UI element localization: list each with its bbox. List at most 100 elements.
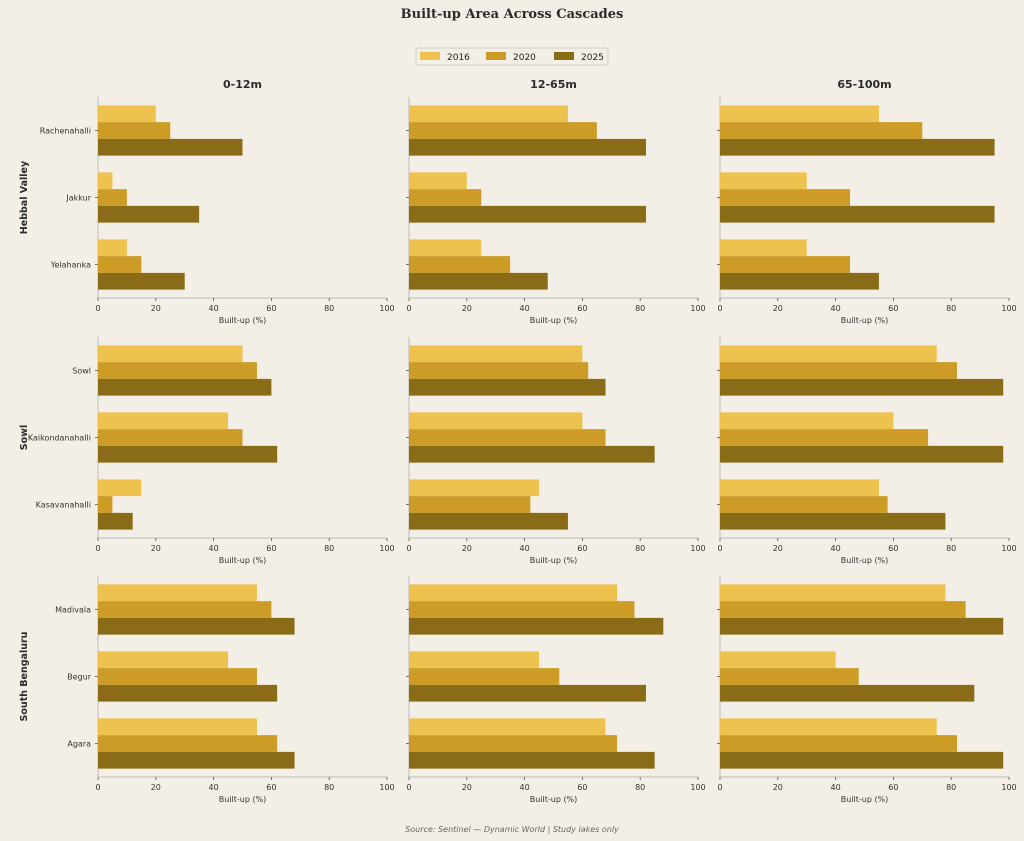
bar-rachenahalli-2025	[98, 138, 243, 156]
x-tick-label: 20	[151, 544, 161, 553]
category-label-kaikondanahalli: Kaikondanahalli	[28, 434, 91, 443]
x-axis-label: Built-up (%)	[530, 556, 578, 565]
x-tick-label: 20	[462, 544, 472, 553]
x-tick-label: 60	[577, 544, 587, 553]
x-tick-label: 40	[831, 544, 841, 553]
x-tick-label: 20	[462, 304, 472, 313]
x-tick-label: 100	[379, 544, 394, 553]
bar-kaikondanahalli-2016	[720, 412, 894, 430]
bar-kaikondanahalli-2020	[98, 429, 243, 446]
bar-rachenahalli-2025	[720, 138, 995, 156]
bar-jakkur-2020	[98, 189, 127, 206]
x-tick-label: 60	[577, 304, 587, 313]
x-tick-label: 60	[888, 544, 898, 553]
legend-label-2025: 2025	[581, 53, 604, 63]
bar-agara-2025	[409, 751, 655, 769]
x-tick-label: 0	[717, 783, 722, 792]
chart-title: Built-up Area Across Cascades	[401, 7, 624, 22]
panel-hebbal-valley-0-12m: 0-12m 0 20 40 60 80 100 Built-up (%) Rachenahall…	[40, 78, 395, 325]
x-tick-label: 100	[1001, 304, 1016, 313]
x-axis-label: Built-up (%)	[530, 316, 578, 325]
x-tick-label: 80	[946, 783, 956, 792]
category-label-begur: Begur	[67, 673, 92, 682]
x-tick-label: 100	[690, 304, 705, 313]
bar-rachenahalli-2016	[409, 105, 568, 123]
panel-sowl-65-100m: 0 20 40 60 80 100 Built-up (%)	[717, 337, 1017, 565]
bar-madivala-2020	[720, 601, 966, 618]
bar-kasavanahalli-2020	[98, 496, 113, 513]
x-tick-label: 100	[690, 544, 705, 553]
bar-rachenahalli-2025	[409, 138, 646, 156]
bar-jakkur-2020	[409, 189, 482, 206]
x-tick-label: 80	[324, 304, 334, 313]
x-tick-label: 0	[406, 544, 411, 553]
bar-yelahanka-2025	[409, 272, 548, 290]
legend-swatch-2016	[420, 52, 440, 60]
bar-sowl-2016	[720, 345, 937, 363]
bar-begur-2016	[720, 651, 836, 669]
panel-sowl-12-65m: 0 20 40 60 80 100 Built-up (%)	[406, 337, 706, 565]
x-axis-label: Built-up (%)	[841, 316, 889, 325]
bar-madivala-2020	[409, 601, 635, 618]
panel-title-65-100m: 65-100m	[837, 78, 891, 91]
bar-agara-2016	[720, 718, 937, 736]
bar-kaikondanahalli-2025	[98, 445, 278, 463]
bar-madivala-2025	[98, 617, 295, 635]
bar-sowl-2016	[98, 345, 243, 363]
bar-yelahanka-2016	[409, 239, 482, 257]
x-tick-label: 20	[151, 783, 161, 792]
x-tick-label: 0	[95, 544, 100, 553]
row-hebbal-valley: Hebbal Valley 0-12m 0 20 40 60 80 100 Built-up (…	[19, 78, 1017, 325]
bar-sowl-2020	[720, 362, 957, 379]
bar-agara-2020	[98, 735, 278, 752]
bar-kasavanahalli-2025	[409, 512, 568, 530]
x-tick-label: 100	[379, 304, 394, 313]
legend-label-2020: 2020	[513, 53, 536, 63]
row-title-hebbal-valley: Hebbal Valley	[19, 160, 30, 234]
bar-kaikondanahalli-2016	[409, 412, 583, 430]
x-tick-label: 80	[635, 304, 645, 313]
bar-yelahanka-2016	[98, 239, 127, 257]
x-tick-label: 100	[379, 783, 394, 792]
x-tick-label: 0	[406, 783, 411, 792]
bar-jakkur-2025	[720, 205, 995, 223]
x-tick-label: 20	[773, 304, 783, 313]
bar-yelahanka-2025	[720, 272, 879, 290]
bar-agara-2020	[720, 735, 957, 752]
x-tick-label: 20	[151, 304, 161, 313]
x-tick-label: 80	[324, 783, 334, 792]
bar-kaikondanahalli-2020	[409, 429, 606, 446]
x-tick-label: 0	[717, 544, 722, 553]
bar-kasavanahalli-2020	[720, 496, 888, 513]
bar-kaikondanahalli-2016	[98, 412, 229, 430]
bar-madivala-2016	[409, 584, 618, 602]
bar-kasavanahalli-2025	[720, 512, 946, 530]
bar-yelahanka-2020	[409, 256, 511, 273]
panel-south-bengaluru-12-65m: 0 20 40 60 80 100 Built-up (%)	[406, 576, 706, 804]
row-title-south-bengaluru: South Bengaluru	[19, 632, 30, 722]
category-label-sowl: Sowl	[72, 367, 91, 376]
legend-label-2016: 2016	[447, 53, 470, 63]
panel-south-bengaluru-65-100m: 0 20 40 60 80 100 Built-up (%)	[717, 576, 1017, 804]
x-tick-label: 0	[95, 304, 100, 313]
x-tick-label: 40	[209, 544, 219, 553]
bar-madivala-2016	[98, 584, 257, 602]
bar-rachenahalli-2016	[720, 105, 879, 123]
category-label-kasavanahalli: Kasavanahalli	[36, 501, 91, 510]
bar-agara-2025	[720, 751, 1004, 769]
bar-kasavanahalli-2016	[409, 479, 540, 497]
x-tick-label: 0	[406, 304, 411, 313]
panel-title-12-65m: 12-65m	[530, 78, 577, 91]
row-title-sowl: Sowl	[19, 425, 30, 450]
bar-jakkur-2016	[409, 172, 467, 190]
bar-jakkur-2025	[98, 205, 200, 223]
bar-sowl-2025	[409, 378, 606, 396]
x-tick-label: 40	[831, 783, 841, 792]
bar-agara-2016	[98, 718, 257, 736]
x-tick-label: 0	[717, 304, 722, 313]
legend-swatch-2025	[554, 52, 574, 60]
panels-grid: Hebbal Valley 0-12m 0 20 40 60 80 100 Built-up (…	[19, 78, 1017, 804]
legend-swatch-2020	[486, 52, 506, 60]
category-label-jakkur: Jakkur	[65, 194, 91, 203]
